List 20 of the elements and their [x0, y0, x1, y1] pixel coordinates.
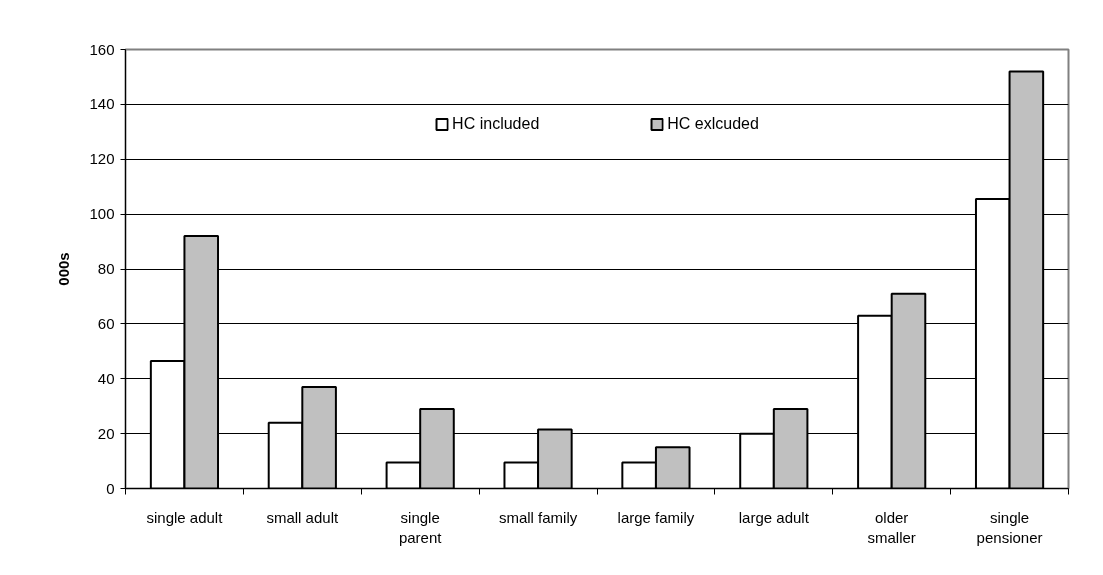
y-tick-label: 20 — [97, 424, 115, 442]
y-axis-title: 000s — [55, 252, 73, 286]
y-tick-label: 80 — [97, 260, 115, 277]
x-tick-label: large adult — [738, 508, 810, 526]
x-tick-label: single adult — [146, 508, 224, 526]
y-tick-label: 0 — [106, 479, 115, 497]
legend-label: HC exlcuded — [667, 115, 759, 133]
x-tick-label: large family — [617, 508, 695, 526]
y-tick-label: 140 — [89, 95, 115, 113]
x-tick-label: single parent — [398, 508, 443, 546]
x-tick-label: older smaller — [867, 508, 916, 546]
legend-label: HC included — [452, 115, 540, 133]
x-tick-label: small adult — [266, 508, 339, 526]
y-tick-label: 120 — [89, 150, 115, 168]
y-tick-label: 160 — [89, 40, 115, 58]
y-tick-label: 100 — [89, 205, 115, 223]
y-tick-label: 40 — [97, 369, 115, 387]
x-tick-label: small family — [498, 508, 578, 526]
x-tick-label: single pensioner — [976, 508, 1043, 546]
y-tick-label: 60 — [97, 314, 115, 332]
